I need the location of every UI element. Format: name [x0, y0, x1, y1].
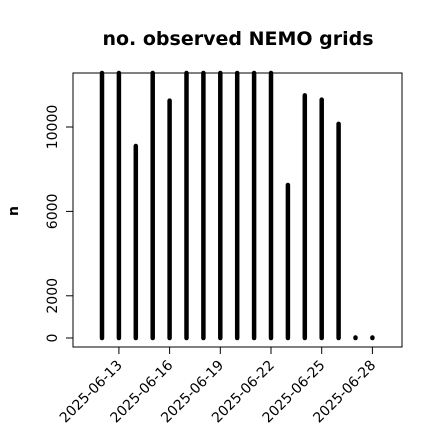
y-tick-label: 10000 [45, 105, 61, 150]
y-tick-label: 6000 [45, 194, 61, 230]
y-axis: 0 2000 6000 10000 [45, 105, 74, 343]
chart-title: no. observed NEMO grids [102, 28, 373, 50]
x-axis: 2025-06-132025-06-162025-06-192025-06-22… [57, 346, 379, 426]
bars [99, 70, 375, 341]
y-tick-label: 0 [45, 334, 61, 343]
y-axis-label: n [6, 206, 22, 216]
y-tick-label: 2000 [45, 278, 61, 314]
